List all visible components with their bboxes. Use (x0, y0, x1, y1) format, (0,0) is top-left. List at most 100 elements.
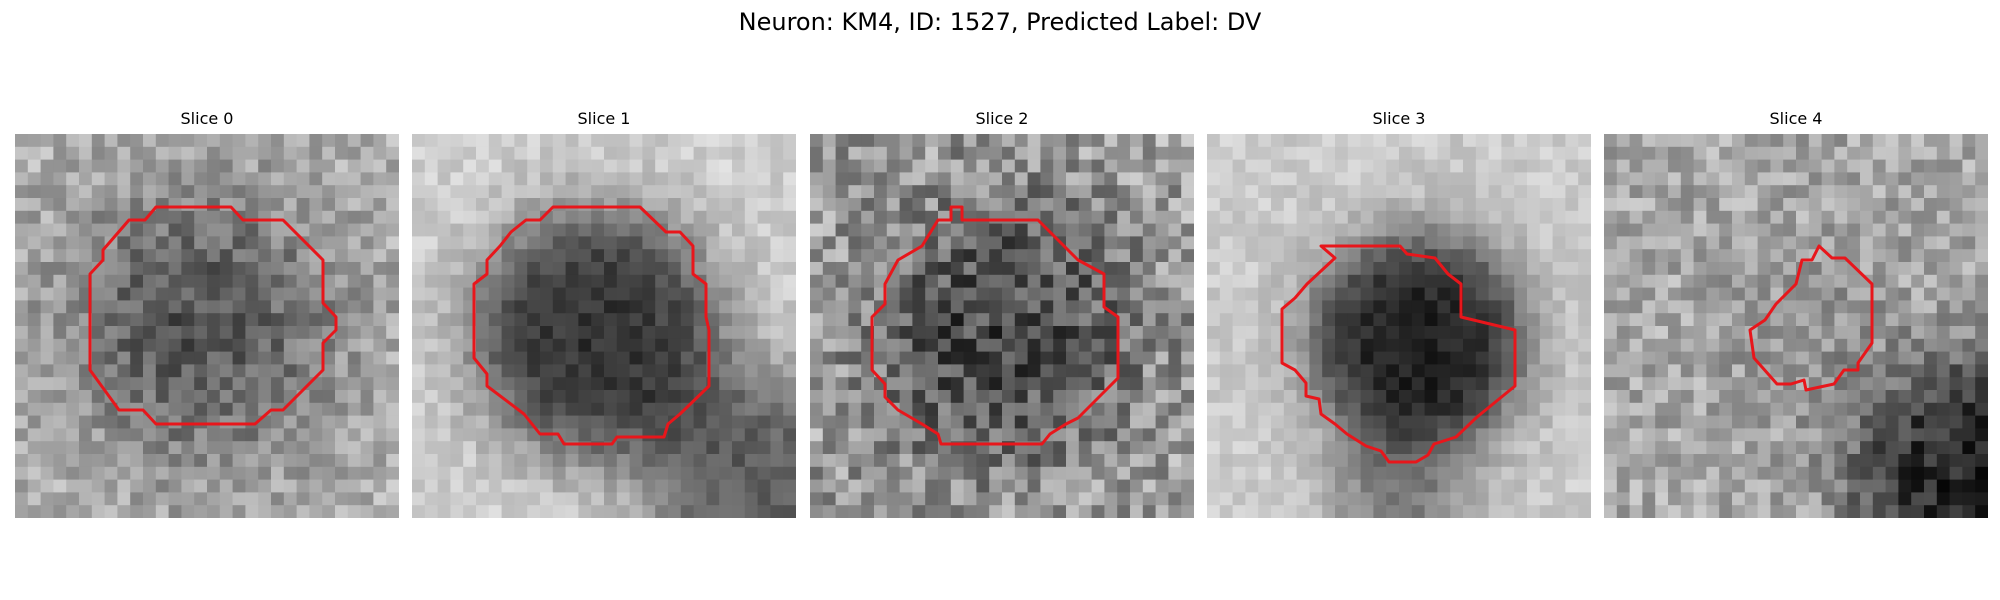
pixel-cell (1104, 249, 1118, 263)
pixel-cell (437, 351, 451, 365)
pixel-cell (1258, 492, 1272, 506)
pixel-cell (104, 505, 118, 518)
pixel-cell (53, 210, 67, 224)
pixel-cell (629, 223, 643, 237)
pixel-cell (1872, 351, 1886, 365)
pixel-cell (1655, 313, 1669, 327)
pixel-cell (810, 364, 824, 378)
pixel-cell (1335, 274, 1349, 288)
pixel-cell (1732, 326, 1746, 340)
pixel-cell (514, 134, 528, 148)
pixel-cell (437, 505, 451, 518)
pixel-cell (950, 326, 964, 340)
pixel-cell (104, 454, 118, 468)
pixel-cell (1872, 159, 1886, 173)
pixel-cell (1898, 364, 1912, 378)
pixel-cell (527, 185, 541, 199)
pixel-cell (1924, 492, 1938, 506)
pixel-cell (501, 262, 515, 276)
pixel-cell (1155, 313, 1169, 327)
pixel-cell (437, 338, 451, 352)
pixel-cell (1078, 364, 1092, 378)
pixel-cell (1322, 364, 1336, 378)
pixel-cell (950, 236, 964, 250)
pixel-cell (450, 185, 464, 199)
pixel-cell (168, 492, 182, 506)
pixel-cell (1219, 159, 1233, 173)
pixel-cell (1296, 441, 1310, 455)
pixel-cell (1898, 338, 1912, 352)
pixel-cell (1616, 441, 1630, 455)
pixel-cell (989, 172, 1003, 186)
pixel-cell (450, 351, 464, 365)
pixel-cell (565, 172, 579, 186)
pixel-cell (861, 428, 875, 442)
pixel-cell (642, 415, 656, 429)
pixel-cell (1424, 236, 1438, 250)
pixel-cell (1296, 492, 1310, 506)
pixel-cell (1847, 210, 1861, 224)
pixel-cell (1078, 351, 1092, 365)
pixel-cell (1130, 377, 1144, 391)
pixel-cell (143, 466, 157, 480)
pixel-cell (899, 364, 913, 378)
pixel-cell (219, 338, 233, 352)
pixel-cell (1962, 249, 1976, 263)
pixel-cell (53, 287, 67, 301)
pixel-cell (1655, 377, 1669, 391)
pixel-cell (706, 454, 720, 468)
pixel-cell (1898, 454, 1912, 468)
pixel-cell (1424, 505, 1438, 518)
pixel-cell (1386, 249, 1400, 263)
pixel-cell (1501, 313, 1515, 327)
pixel-cell (335, 364, 349, 378)
pixel-cell (1604, 172, 1618, 186)
pixel-cell (1155, 479, 1169, 493)
pixel-cell (1219, 466, 1233, 480)
pixel-cell (40, 172, 54, 186)
pixel-cell (1040, 313, 1054, 327)
pixel-cell (925, 274, 939, 288)
pixel-cell (1732, 185, 1746, 199)
pixel-cell (283, 262, 297, 276)
pixel-cell (258, 198, 272, 212)
pixel-cell (40, 146, 54, 160)
pixel-cell (347, 428, 361, 442)
pixel-cell (835, 185, 849, 199)
pixel-cell (1668, 428, 1682, 442)
pixel-cell (1207, 479, 1221, 493)
pixel-cell (412, 287, 426, 301)
pixel-cell (848, 326, 862, 340)
pixel-cell (706, 466, 720, 480)
pixel-cell (578, 185, 592, 199)
pixel-cell (1347, 441, 1361, 455)
pixel-cell (1386, 313, 1400, 327)
pixel-cell (1437, 198, 1451, 212)
pixel-cell (655, 326, 669, 340)
pixel-cell (810, 274, 824, 288)
pixel-cell (181, 505, 195, 518)
pixel-cell (1296, 313, 1310, 327)
pixel-cell (616, 172, 630, 186)
pixel-cell (488, 172, 502, 186)
pixel-cell (1347, 223, 1361, 237)
pixel-cell (386, 466, 399, 480)
pixel-cell (1142, 146, 1156, 160)
pixel-cell (1514, 159, 1528, 173)
pixel-cell (848, 479, 862, 493)
pixel-cell (1642, 377, 1656, 391)
pixel-cell (578, 274, 592, 288)
pixel-cell (1501, 172, 1515, 186)
pixel-cell (732, 364, 746, 378)
pixel-cell (744, 236, 758, 250)
pixel-cell (1155, 390, 1169, 404)
pixel-cell (53, 134, 67, 148)
pixel-cell (938, 287, 952, 301)
pixel-cell (810, 505, 824, 518)
pixel-cell (91, 223, 105, 237)
pixel-cell (155, 390, 169, 404)
pixel-cell (1450, 351, 1464, 365)
pixel-cell (1258, 159, 1272, 173)
pixel-cell (168, 351, 182, 365)
pixel-cell (822, 210, 836, 224)
